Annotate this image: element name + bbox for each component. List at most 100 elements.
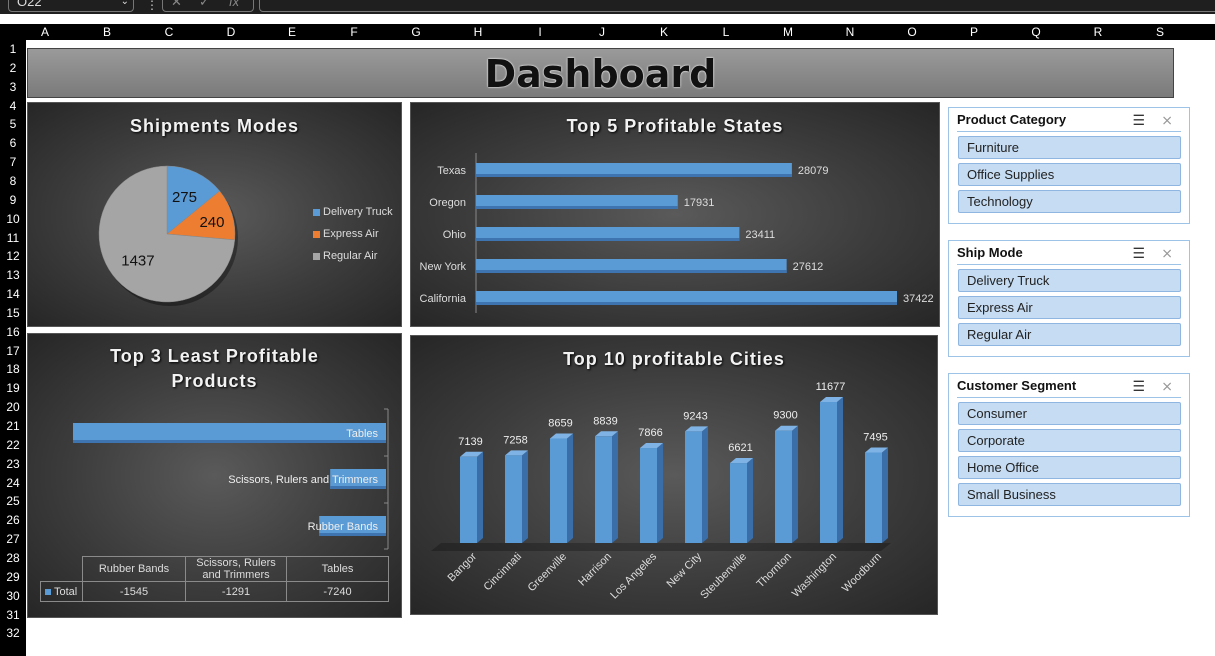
data-label: 7866: [638, 427, 662, 439]
column-header-e[interactable]: E: [287, 25, 296, 39]
slicer-title: Ship Mode: [957, 245, 1023, 260]
column-headers: A B C D E F G H I J K L M N O P Q R S: [0, 24, 1215, 40]
more-icon[interactable]: ⋮: [146, 0, 158, 12]
column-header-p[interactable]: P: [969, 25, 978, 39]
row-header-19[interactable]: 19: [6, 381, 20, 396]
row-header-1[interactable]: 1: [9, 42, 17, 56]
column-header-k[interactable]: K: [659, 25, 668, 39]
slicer-item[interactable]: Regular Air: [958, 323, 1181, 346]
row-header-8[interactable]: 8: [9, 173, 17, 188]
row-header-25[interactable]: 25: [6, 494, 20, 509]
row-header-20[interactable]: 20: [6, 400, 20, 415]
column-header-a[interactable]: A: [40, 25, 49, 39]
column-header-d[interactable]: D: [226, 25, 236, 39]
row-header-32[interactable]: 32: [6, 626, 20, 641]
states-chart[interactable]: Top 5 Profitable States Texas 28079 Oregon…: [410, 102, 940, 327]
bar: [476, 291, 897, 305]
tick-label: California: [420, 293, 467, 305]
slicer-item[interactable]: Delivery Truck: [958, 269, 1181, 292]
slicer-item[interactable]: Furniture: [958, 136, 1181, 159]
data-label: 9243: [683, 410, 707, 422]
clear-filter-icon[interactable]: ⨯: [1161, 112, 1173, 128]
row-header-13[interactable]: 13: [6, 268, 20, 283]
slicer-product-category: Product Category ☰ ⨯ Furniture Office Suppli…: [948, 107, 1190, 224]
slicer-item[interactable]: Home Office: [958, 456, 1181, 479]
pie-data-label: 275: [172, 189, 197, 206]
column-header-s[interactable]: S: [1155, 25, 1164, 39]
column-header-b[interactable]: B: [102, 25, 111, 39]
data-label: 7495: [863, 431, 887, 443]
row-header-10[interactable]: 10: [6, 211, 20, 226]
row-header-26[interactable]: 26: [6, 513, 20, 528]
row-header-6[interactable]: 6: [9, 136, 17, 151]
column-header-g[interactable]: G: [411, 25, 421, 39]
column-header-l[interactable]: L: [722, 25, 730, 39]
formula-input[interactable]: [259, 0, 1215, 12]
shipments-chart[interactable]: Shipments Modes 275 240 1437 Delivery Truc…: [27, 102, 402, 327]
column-header-m[interactable]: M: [783, 25, 793, 39]
data-label: 27612: [793, 261, 824, 273]
tick-label: Los Angeles: [608, 550, 659, 601]
states-title: Top 5 Profitable States: [566, 116, 784, 136]
row-header-24[interactable]: 24: [6, 475, 20, 490]
table-cell: -1545: [82, 581, 186, 602]
row-header-12[interactable]: 12: [6, 249, 20, 264]
column-header-c[interactable]: C: [164, 25, 174, 39]
column-header-n[interactable]: N: [845, 25, 855, 39]
table-row-label: Total: [40, 581, 83, 602]
multi-select-icon[interactable]: ☰: [1132, 245, 1145, 261]
slicer-item[interactable]: Consumer: [958, 402, 1181, 425]
name-box[interactable]: O22 ⌄: [8, 0, 134, 12]
multi-select-icon[interactable]: ☰: [1132, 378, 1145, 394]
slicer-item[interactable]: Technology: [958, 190, 1181, 213]
row-header-5[interactable]: 5: [9, 117, 17, 132]
enter-icon[interactable]: ✓: [199, 0, 210, 9]
cities-chart[interactable]: Top 10 profitable Cities 7139 Bangor 7258 C…: [410, 335, 938, 615]
row-header-28[interactable]: 28: [6, 550, 20, 565]
row-header-17[interactable]: 17: [6, 343, 20, 358]
row-header-18[interactable]: 18: [6, 362, 20, 377]
cities-title: Top 10 profitable Cities: [563, 349, 785, 369]
row-header-31[interactable]: 31: [6, 607, 20, 622]
slicer-item[interactable]: Express Air: [958, 296, 1181, 319]
column-header-j[interactable]: J: [599, 25, 605, 39]
chevron-down-icon[interactable]: ⌄: [120, 0, 129, 7]
name-box-value: O22: [17, 0, 42, 9]
row-header-14[interactable]: 14: [6, 287, 20, 302]
clear-filter-icon[interactable]: ⨯: [1161, 245, 1173, 261]
slicer-item[interactable]: Small Business: [958, 483, 1181, 506]
data-label: 8839: [593, 415, 617, 427]
clear-filter-icon[interactable]: ⨯: [1161, 378, 1173, 394]
row-header-29[interactable]: 29: [6, 569, 20, 584]
slicer-item[interactable]: Corporate: [958, 429, 1181, 452]
column-header-q[interactable]: Q: [1031, 25, 1041, 39]
column-header-i[interactable]: I: [538, 25, 542, 39]
tick-label: Greenville: [526, 551, 570, 595]
bar: [820, 402, 837, 543]
cancel-icon[interactable]: ✕: [171, 0, 182, 9]
row-header-16[interactable]: 16: [6, 324, 20, 339]
row-header-11[interactable]: 11: [6, 230, 20, 245]
row-header-27[interactable]: 27: [6, 532, 20, 547]
row-header-7[interactable]: 7: [9, 155, 17, 170]
row-header-15[interactable]: 15: [6, 305, 20, 320]
row-header-23[interactable]: 23: [6, 456, 20, 471]
column-header-o[interactable]: O: [907, 25, 917, 39]
slicer-item[interactable]: Office Supplies: [958, 163, 1181, 186]
row-header-4[interactable]: 4: [9, 98, 17, 113]
tick-label: Oregon: [429, 197, 466, 209]
bar: [685, 431, 702, 543]
row-header-2[interactable]: 2: [9, 60, 17, 75]
row-header-21[interactable]: 21: [6, 419, 20, 433]
column-header-f[interactable]: F: [350, 25, 358, 39]
column-header-r[interactable]: R: [1093, 25, 1103, 39]
bar: [476, 195, 678, 209]
fx-icon[interactable]: fx: [229, 0, 240, 9]
row-header-9[interactable]: 9: [9, 192, 17, 207]
column-header-h[interactable]: H: [473, 25, 483, 39]
bar-shade: [73, 440, 386, 443]
row-header-30[interactable]: 30: [6, 588, 20, 603]
row-header-22[interactable]: 22: [6, 437, 20, 452]
row-header-3[interactable]: 3: [9, 79, 17, 94]
multi-select-icon[interactable]: ☰: [1132, 112, 1145, 128]
